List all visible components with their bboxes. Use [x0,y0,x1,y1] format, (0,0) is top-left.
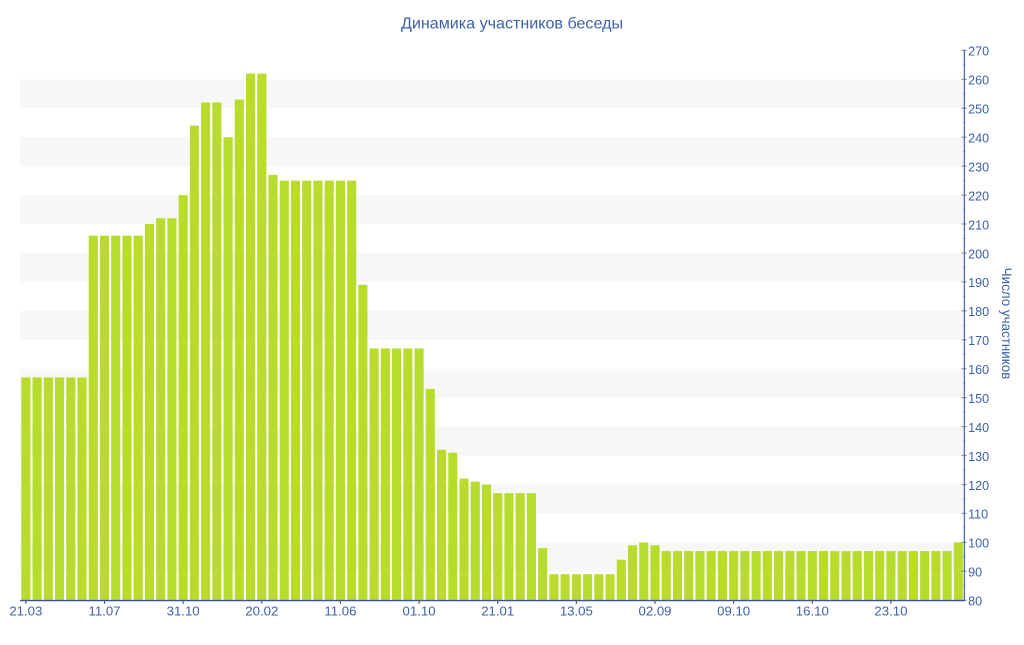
svg-text:230: 230 [968,160,989,174]
svg-text:100: 100 [968,537,989,551]
svg-text:250: 250 [968,103,989,117]
svg-text:09.10: 09.10 [717,603,750,618]
svg-text:31.10: 31.10 [167,603,200,618]
svg-text:180: 180 [968,305,989,319]
svg-text:190: 190 [968,276,989,290]
svg-text:Динамика участников беседы: Динамика участников беседы [401,14,623,32]
svg-text:110: 110 [968,508,988,522]
svg-text:90: 90 [968,566,982,580]
svg-text:13.05: 13.05 [560,603,593,618]
svg-text:11.06: 11.06 [324,603,356,618]
svg-text:220: 220 [968,189,989,203]
svg-text:170: 170 [968,334,989,348]
svg-text:130: 130 [968,450,989,464]
svg-text:270: 270 [968,45,989,59]
svg-text:140: 140 [968,421,989,435]
svg-text:160: 160 [968,363,989,377]
svg-text:Число участников: Число участников [999,268,1014,380]
svg-text:01.10: 01.10 [403,603,436,618]
svg-text:20.02: 20.02 [245,603,278,618]
svg-text:260: 260 [968,74,989,88]
svg-text:210: 210 [968,218,989,232]
svg-text:21.01: 21.01 [481,603,514,618]
svg-text:02.09: 02.09 [639,603,672,618]
svg-text:23.10: 23.10 [874,603,907,618]
svg-text:11.07: 11.07 [88,603,120,618]
svg-text:80: 80 [968,595,982,609]
svg-text:200: 200 [968,247,989,261]
svg-text:120: 120 [968,479,989,493]
svg-text:240: 240 [968,132,989,146]
svg-text:16.10: 16.10 [796,603,829,618]
svg-text:21.03: 21.03 [9,603,42,618]
svg-text:150: 150 [968,392,989,406]
